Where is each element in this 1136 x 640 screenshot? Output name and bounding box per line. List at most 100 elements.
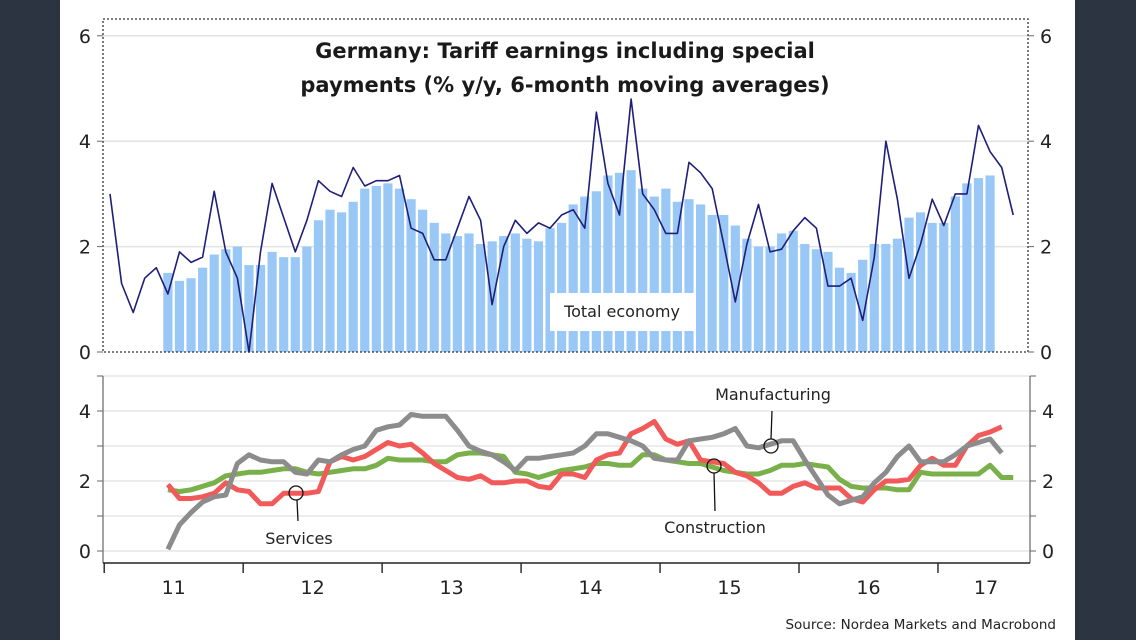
total-economy-bar <box>325 209 335 352</box>
total-economy-bar <box>672 201 683 352</box>
total-economy-bar <box>649 196 659 352</box>
total-economy-bar <box>499 236 509 352</box>
services-annotation: Services <box>265 485 333 548</box>
total-economy-bar <box>638 188 648 352</box>
total-economy-bar <box>950 196 960 352</box>
bottom-right-ytick-label: 2 <box>1042 471 1054 493</box>
chart-svg: 0 0 2 2 4 4 6 6 Germany: Tariff earnings includ… <box>79 18 1056 633</box>
total-economy-bar <box>232 246 242 352</box>
total-economy-bar <box>730 225 740 352</box>
total-economy-bar <box>174 280 185 352</box>
construction-leader-line <box>713 472 716 512</box>
x-axis-year-label: 16 <box>856 577 880 599</box>
total-economy-bar <box>371 185 381 352</box>
top-plot-frame <box>102 18 1029 353</box>
manufacturing-line <box>165 412 1004 551</box>
total-economy-bar <box>255 265 266 352</box>
x-axis-year-label: 12 <box>301 577 325 599</box>
services-leader-line <box>296 499 299 522</box>
total-economy-bar <box>394 188 405 352</box>
total-economy-bar <box>452 236 462 352</box>
total-economy-bar <box>753 246 764 352</box>
total-economy-bar <box>985 175 995 352</box>
total-economy-bar <box>614 172 625 352</box>
total-economy-bar <box>360 188 370 352</box>
total-economy-bar <box>591 191 601 352</box>
x-axis-year-label: 17 <box>974 577 998 599</box>
total-economy-bar <box>198 267 208 352</box>
total-economy-bar <box>707 214 717 352</box>
services-marker-circle <box>288 485 304 501</box>
total-economy-bar <box>302 246 312 352</box>
chart-title-line-1: Germany: Tariff earnings including speci… <box>315 39 815 63</box>
total-economy-bar <box>568 204 578 352</box>
total-economy-bar <box>464 233 474 352</box>
bottom-left-ytick-label: 0 <box>79 541 91 563</box>
top-left-ytick-label: 0 <box>79 342 91 364</box>
top-gridlines <box>103 35 1028 248</box>
top-right-ytick-label: 2 <box>1040 237 1052 259</box>
chart-title-line-2: payments (% y/y, 6-month moving averages… <box>300 73 829 97</box>
total-economy-bar <box>348 201 358 352</box>
top-right-ytick-label: 0 <box>1040 342 1052 364</box>
x-axis-year-label: 11 <box>162 577 186 599</box>
total-economy-label: Total economy <box>563 302 680 321</box>
total-economy-bar <box>881 243 891 352</box>
bottom-left-ytick-label: 4 <box>79 401 91 423</box>
total-economy-bar <box>533 241 544 352</box>
top-y-axis: 0 0 2 2 4 4 6 6 <box>79 26 1052 364</box>
manufacturing-label: Manufacturing <box>715 385 831 404</box>
total-economy-bar <box>383 183 393 352</box>
total-economy-bar <box>603 175 613 352</box>
total-economy-bar <box>927 222 937 352</box>
total-economy-bar <box>892 238 903 352</box>
total-economy-bar <box>811 249 821 352</box>
x-axis-year-label: 15 <box>717 577 741 599</box>
total-economy-bar <box>834 267 845 352</box>
total-economy-bar <box>626 170 636 352</box>
x-axis-year-label: 13 <box>440 577 464 599</box>
total-economy-bar <box>858 259 868 352</box>
manufacturing-annotation: Manufacturing <box>715 385 831 454</box>
top-left-ytick-label: 4 <box>79 131 91 153</box>
total-economy-bar <box>695 204 706 352</box>
total-economy-bar <box>765 246 775 352</box>
total-economy-line <box>109 98 1014 353</box>
total-economy-bar <box>846 272 856 352</box>
total-economy-bar <box>522 238 532 352</box>
top-left-ytick-label: 2 <box>79 237 91 259</box>
total-economy-bar <box>418 209 428 352</box>
total-economy-bar <box>313 220 324 352</box>
chart-card: 0 0 2 2 4 4 6 6 Germany: Tariff earnings includ… <box>60 0 1075 640</box>
total-economy-bar <box>916 212 926 352</box>
sector-lines <box>165 412 1014 551</box>
total-economy-bar <box>244 265 254 352</box>
total-economy-bar <box>475 243 486 352</box>
total-economy-bar <box>337 212 347 352</box>
total-economy-bar <box>186 278 196 352</box>
total-economy-bar <box>661 188 671 352</box>
total-economy-bar <box>209 254 219 352</box>
total-economy-bar <box>406 199 416 352</box>
construction-annotation: Construction <box>664 458 766 537</box>
total-economy-bar <box>163 272 173 352</box>
total-economy-bars <box>163 170 995 352</box>
total-economy-bar <box>823 251 833 352</box>
total-economy-bar <box>487 241 497 352</box>
total-economy-bar <box>267 251 277 352</box>
top-left-ytick-label: 6 <box>79 26 91 48</box>
total-economy-bar <box>869 243 879 352</box>
top-right-ytick-label: 6 <box>1040 26 1052 48</box>
total-economy-monthly-line <box>109 98 1014 353</box>
total-economy-bar <box>545 228 555 352</box>
bottom-left-ytick-label: 2 <box>79 471 91 493</box>
total-economy-bar <box>973 178 984 352</box>
bottom-gridlines <box>103 375 1030 552</box>
total-economy-bar <box>788 230 798 352</box>
total-economy-bar <box>290 257 300 352</box>
total-economy-bar <box>684 199 694 352</box>
total-economy-bar <box>719 214 729 352</box>
total-economy-bar <box>441 233 451 352</box>
total-economy-bar <box>580 196 590 352</box>
total-economy-label-box <box>550 293 695 331</box>
